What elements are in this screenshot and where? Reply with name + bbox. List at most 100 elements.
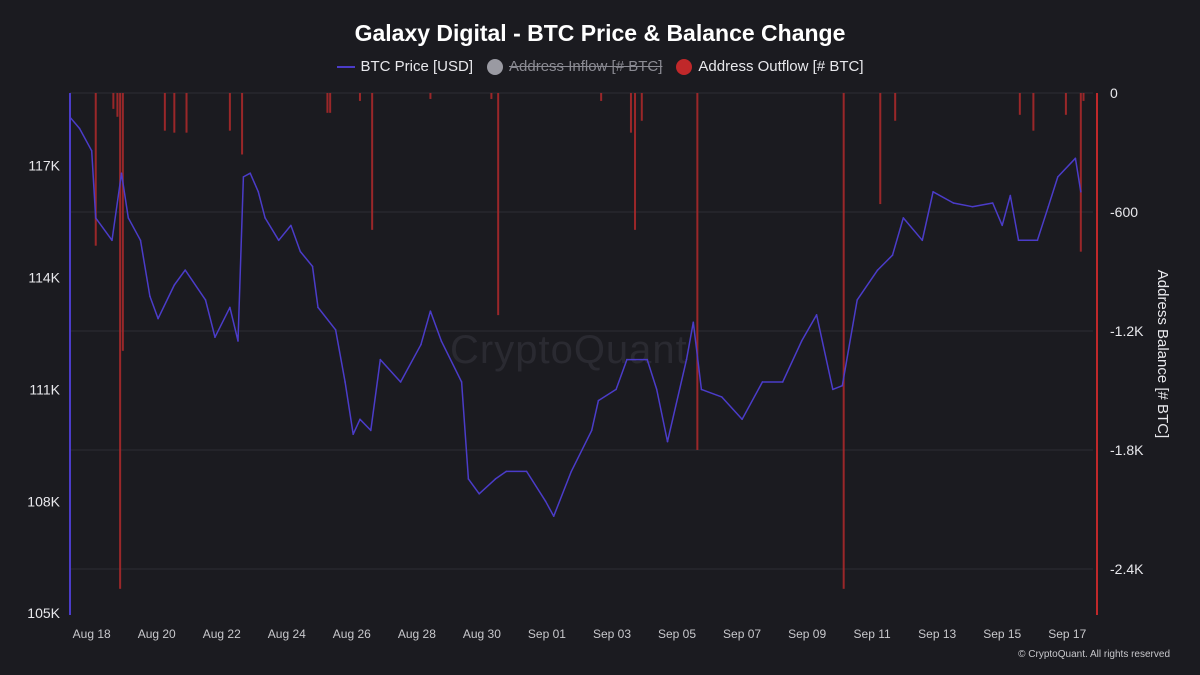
outflow-bar [358,93,361,101]
btc-price-point [237,340,239,342]
btc-price-point [921,239,924,242]
left-axis-tick-label: 114K [28,270,60,286]
btc-price-point [1047,205,1050,208]
outflow-bar [497,93,500,316]
btc-price-point [720,396,723,398]
legend-label: Address Outflow [# BTC] [698,58,864,75]
btc-price-point [590,429,593,432]
x-axis-tick-label: Aug 20 [138,627,176,641]
btc-price-point [249,172,252,174]
x-axis-tick-label: Aug 26 [333,627,371,641]
btc-price-point [290,224,292,227]
btc-price-point [876,269,879,271]
outflow-bar [173,93,176,133]
btc-price-point [317,306,319,309]
legend-item-address-outflow[interactable]: Address Outflow [# BTC] [676,58,863,75]
outflow-bar [842,93,845,589]
outflow-bar [894,93,897,121]
x-axis-tick-label: Aug 22 [203,627,241,641]
btc-price-point [420,343,422,346]
btc-price-point [184,269,186,271]
btc-price-point [570,470,573,473]
x-axis-tick-label: Aug 30 [463,627,501,641]
btc-price-point [90,149,93,152]
btc-price-point [264,217,266,219]
outflow-bar [1079,93,1082,252]
btc-price-point [229,306,231,309]
btc-price-point [157,317,159,320]
outflow-bar [116,93,119,117]
btc-price-point [111,239,113,242]
left-axis-tick-label: 108K [27,493,60,509]
x-axis-tick-label: Sep 09 [788,627,826,641]
btc-price-point [1009,194,1012,197]
btc-price-point [173,284,176,286]
legend-item-address-inflow[interactable]: Address Inflow [# BTC] [487,58,662,75]
outflow-bar [326,93,329,113]
btc-price-point [692,321,695,324]
outflow-bar [94,93,97,246]
btc-price-point [460,381,463,383]
dot-swatch-icon [676,58,693,75]
btc-price-point [832,388,834,391]
outflow-bar [490,93,493,99]
outflow-bar [879,93,882,205]
legend-item-btc-price[interactable]: BTC Price [USD] [336,58,473,75]
btc-price-point [149,295,151,298]
btc-price-point [204,299,207,301]
btc-price-point [544,500,547,503]
left-axis-tick-label: 117K [28,158,60,174]
btc-price-point [334,328,337,331]
outflow-bar [1032,93,1035,131]
btc-price-point [761,381,764,383]
x-axis-tick-label: Sep 05 [658,627,696,641]
btc-price-point [525,470,528,473]
dot-swatch-icon [487,58,504,75]
btc-price-point [214,336,216,339]
btc-price-point [370,429,372,432]
btc-price-point [505,470,508,473]
outflow-bar [185,93,188,133]
btc-price-point [741,418,743,421]
copyright: © CryptoQuant. All rights reserved [1018,649,1170,660]
btc-price-point [615,388,617,391]
btc-price-point [552,515,555,517]
x-axis-tick-label: Sep 13 [918,627,956,641]
btc-price-point [139,239,142,242]
btc-price-point [1080,191,1082,193]
btc-price-point [902,217,905,219]
line-swatch-icon [336,65,355,68]
btc-price-point [257,191,260,193]
btc-price-point [299,250,302,253]
outflow-bar [634,93,637,230]
btc-price-point [467,478,470,480]
x-axis-tick-label: Sep 07 [723,627,761,641]
btc-price-point [1056,176,1059,178]
btc-price-point [626,358,628,361]
btc-price-point [891,254,894,256]
btc-price-point [277,239,280,242]
btc-price-point [655,388,658,391]
btc-price-point [685,358,688,361]
btc-price-point [94,217,97,219]
outflow-bar [600,93,603,101]
btc-price-point [242,176,245,178]
right-axis-tick-label: 0 [1110,85,1118,101]
legend-label: Address Inflow [# BTC] [509,58,663,75]
btc-price-line [69,116,1082,517]
outflow-bar [121,93,124,351]
outflow-bar [112,93,115,109]
btc-price-point [359,418,361,421]
btc-price-point [1074,157,1077,160]
btc-price-point [127,217,130,219]
outflow-bar [228,93,231,131]
btc-price-point [700,388,703,391]
btc-price-point [311,265,314,268]
outflow-bar [119,93,122,589]
x-axis-tick-label: Sep 17 [1048,627,1086,641]
btc-price-point [932,191,934,193]
btc-price-point [399,381,402,383]
btc-price-point [478,493,481,495]
btc-price-point [856,299,859,301]
